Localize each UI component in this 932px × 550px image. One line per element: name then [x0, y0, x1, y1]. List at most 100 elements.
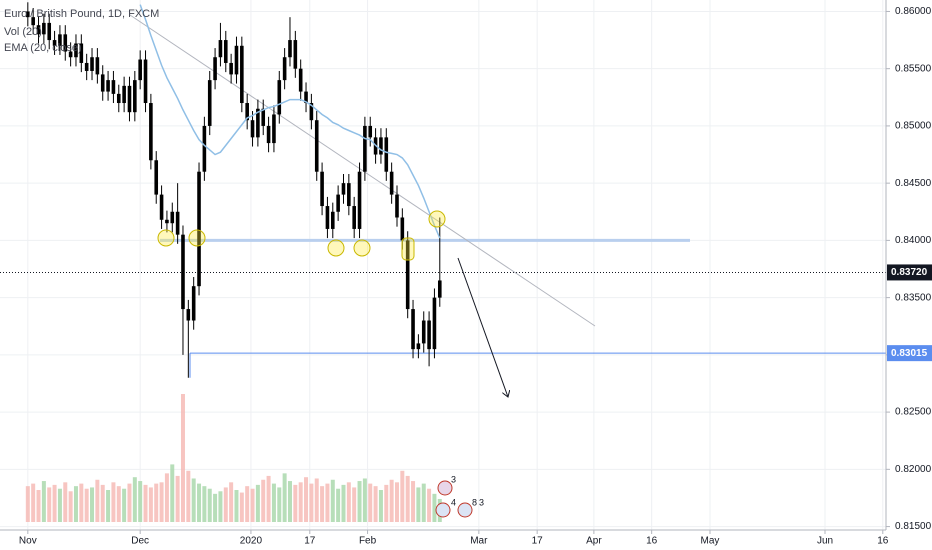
x-tick-label: Feb [359, 536, 377, 547]
candle-body [84, 62, 89, 71]
candle-body [68, 51, 73, 58]
y-tick-label: 0.82500 [895, 407, 932, 418]
legend-title: Euro / British Pound, 1D, FXCM [4, 8, 159, 20]
volume-bar [79, 483, 84, 522]
candle-body [186, 309, 191, 321]
volume-bar [245, 486, 250, 522]
candle-body [330, 211, 335, 229]
volume-bar [298, 482, 303, 522]
volume-bar [36, 490, 41, 522]
volume-bar [400, 470, 405, 522]
volume-bar [132, 477, 137, 522]
candle-body [363, 125, 367, 172]
candle-body [272, 114, 276, 144]
candle-body [106, 80, 110, 92]
candle-body [405, 240, 410, 310]
volume-bar [84, 488, 89, 522]
volume-bar [384, 484, 389, 522]
x-tick-label: May [701, 536, 720, 547]
candle-body [47, 22, 52, 41]
volume-bar [213, 493, 218, 522]
event-count: 3 [451, 474, 456, 484]
candle-body [111, 80, 116, 94]
volume-bar [432, 493, 437, 522]
volume-bar [175, 475, 180, 522]
candle-body [288, 40, 292, 58]
volume-bar [304, 477, 309, 522]
candle-body [389, 171, 394, 195]
volume-bar [277, 487, 282, 522]
candle-body [74, 43, 78, 58]
highlight [428, 210, 446, 228]
volume-bar [223, 487, 228, 522]
candle-body [400, 217, 405, 241]
y-tick-label: 0.83500 [895, 292, 932, 303]
volume-bar [330, 479, 335, 522]
volume-bar [352, 487, 357, 522]
candle-body [411, 309, 415, 350]
volume-bar [47, 487, 52, 522]
volume-bar [218, 491, 223, 522]
x-tick-label: Nov [19, 536, 37, 547]
legend-indicator: EMA (20, close) [4, 42, 82, 54]
x-tick-label: 16 [877, 536, 889, 547]
candle-body [282, 57, 287, 81]
candle-body [116, 93, 121, 104]
volume-bar [416, 487, 421, 522]
highlight [188, 229, 206, 247]
grid [0, 0, 886, 530]
ema [139, 4, 441, 239]
candle-body [229, 62, 233, 75]
event-count: 8 [472, 497, 477, 507]
highlights [157, 210, 446, 261]
highlight [327, 239, 345, 257]
candle-body [293, 40, 298, 69]
volume-bar [180, 394, 185, 522]
candle-body [58, 34, 62, 46]
candle-body [234, 45, 239, 75]
candle-body [79, 43, 84, 63]
candle-body [320, 171, 324, 207]
candle-body [266, 125, 271, 144]
volume-bar [100, 484, 105, 522]
volume-bar [394, 482, 399, 522]
volume-bar [362, 478, 367, 522]
candle-body [100, 74, 105, 92]
candle-body [213, 57, 217, 81]
candle-body [207, 80, 212, 126]
candle-body [138, 59, 142, 81]
highlight [401, 237, 415, 261]
candle-body [223, 40, 228, 63]
volume-bar [127, 483, 132, 522]
y-tick-label: 0.84500 [895, 178, 932, 189]
candle-body [122, 85, 126, 104]
event-count: 4 [451, 497, 456, 507]
y-tick-label: 0.85000 [895, 121, 932, 132]
candle-body [421, 320, 426, 344]
volume-bar [95, 479, 100, 522]
volume-bar [239, 492, 244, 522]
volume-bar [164, 473, 169, 522]
candle-body [384, 137, 389, 172]
volume-bar [336, 488, 341, 522]
candle-body [149, 103, 153, 161]
volume-bar [41, 481, 46, 522]
x-tick-label: Apr [586, 536, 602, 547]
candle-body [427, 320, 431, 350]
candle-body [42, 22, 46, 35]
legend-indicator: Vol (20) [4, 26, 42, 38]
levels [0, 238, 886, 378]
volume-bar [90, 487, 95, 522]
candle-body [341, 183, 346, 195]
volume-bar [325, 483, 330, 522]
candle-body [309, 103, 314, 121]
volume-bar [314, 478, 319, 522]
volume-bar [250, 488, 255, 522]
trend-line [129, 14, 596, 327]
candle-body [347, 183, 351, 207]
volume-bar [234, 490, 239, 522]
volume-bar [202, 486, 207, 522]
candle-body [52, 40, 57, 46]
candle-body [368, 125, 373, 138]
volume-bar [170, 464, 175, 522]
